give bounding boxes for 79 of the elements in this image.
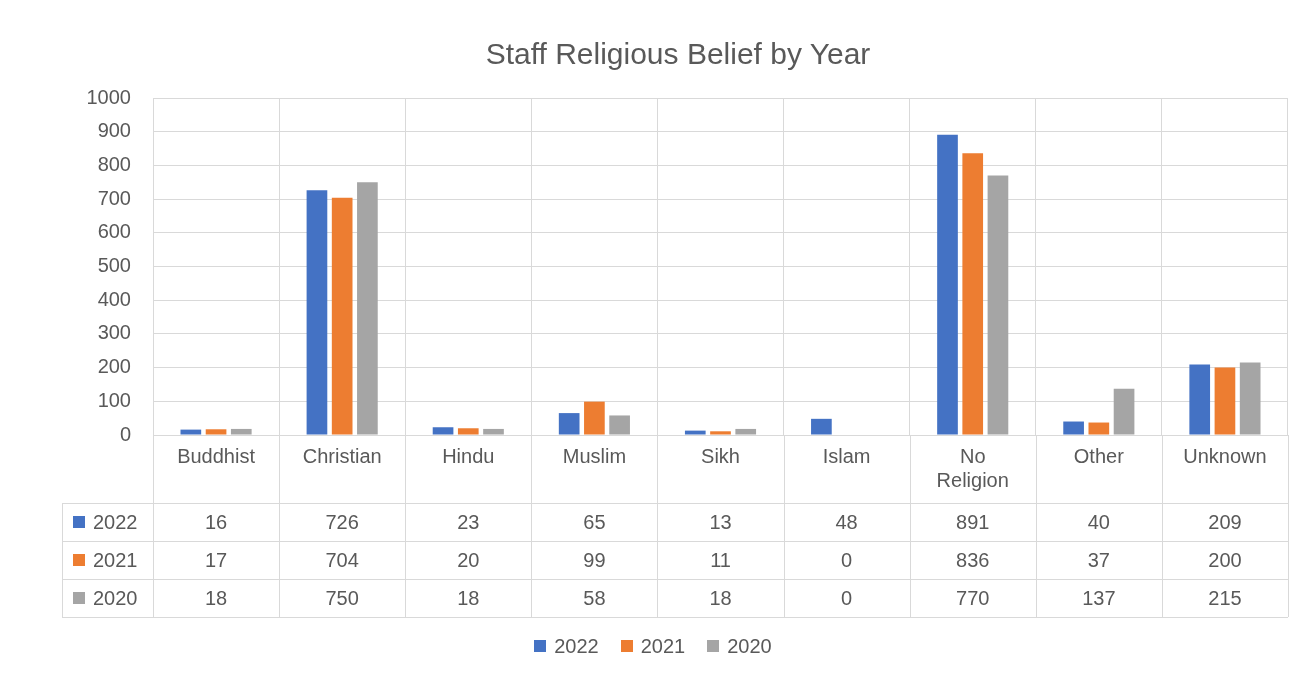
y-tick-label: 600 [97,220,131,243]
data-label: 16 [204,510,228,533]
y-tick-label: 500 [97,254,131,277]
x-tick-label: Other [1073,444,1125,467]
bar [180,429,202,435]
bar [1239,362,1261,435]
data-label: 18 [709,586,732,609]
x-tick-label: Hindu [442,444,495,467]
data-label: 58 [583,586,606,609]
bar [558,413,580,435]
bar [331,197,353,435]
bar [811,418,832,435]
data-label: 18 [457,586,480,609]
y-tick-label: 400 [97,287,131,310]
bar [1113,388,1135,435]
data-label: 704 [325,548,359,571]
text: 2021 [640,634,686,657]
data-label: 726 [325,510,359,533]
bar [684,430,706,435]
y-tick-label: 200 [97,355,131,378]
data-label: 209 [1208,510,1242,533]
legend-label: 2022 [93,510,138,533]
bar [1063,421,1084,435]
data-label: 215 [1208,586,1242,609]
data-label: 23 [457,510,480,533]
data-label: 48 [835,510,858,533]
data-label: 891 [956,510,990,533]
x-tick-label: Buddhist [177,444,256,467]
y-tick-label: 0 [119,422,131,445]
legend-label: 2021 [93,548,138,571]
data-label: 65 [583,510,606,533]
legend-label: 2020 [93,586,138,609]
data-label: 20 [457,548,480,571]
bar [584,401,605,435]
y-tick-label: 900 [97,119,131,142]
x-tick-label: Christian [302,444,382,467]
data-label: 17 [204,548,228,571]
y-tick-label: 100 [97,388,131,411]
data-label: 0 [841,548,853,571]
y-tick-label: 800 [97,152,131,175]
bar [962,153,984,435]
bar [609,415,630,435]
data-label: 750 [325,586,359,609]
bar [230,428,252,435]
y-tick-label: 1000 [86,85,131,108]
bar [205,429,227,435]
data-label: 99 [583,548,606,571]
data-label: 37 [1087,548,1110,571]
bar [710,431,731,435]
chart-title: Staff Religious Belief by Year [485,37,871,71]
data-label: 18 [204,586,228,609]
data-label: 40 [1087,510,1110,533]
bar [457,428,479,435]
x-tick-label: Sikh [701,444,740,467]
bar [357,182,378,435]
bar [432,427,454,435]
bar [937,134,958,435]
data-label: 836 [956,548,990,571]
data-label: 137 [1082,586,1116,609]
bar [483,428,504,435]
text: 2020 [727,634,772,657]
x-tick-label: Islam [822,444,871,467]
x-tick-label: Unknown [1183,444,1267,467]
data-label: 0 [841,586,853,609]
bar [987,175,1009,435]
bar [1189,364,1211,435]
data-label: 770 [956,586,990,609]
bar [306,190,328,435]
data-label: 200 [1208,548,1242,571]
bar [735,428,757,435]
data-label: 13 [709,510,732,533]
x-tick-label: Muslim [562,444,627,467]
x-tick-label: No Religion [936,444,1009,491]
y-tick-label: 700 [97,186,131,209]
bar [1214,367,1236,435]
y-tick-label: 300 [97,321,131,344]
bar [1088,422,1110,435]
data-label: 11 [710,548,731,571]
text: 2022 [554,634,599,657]
